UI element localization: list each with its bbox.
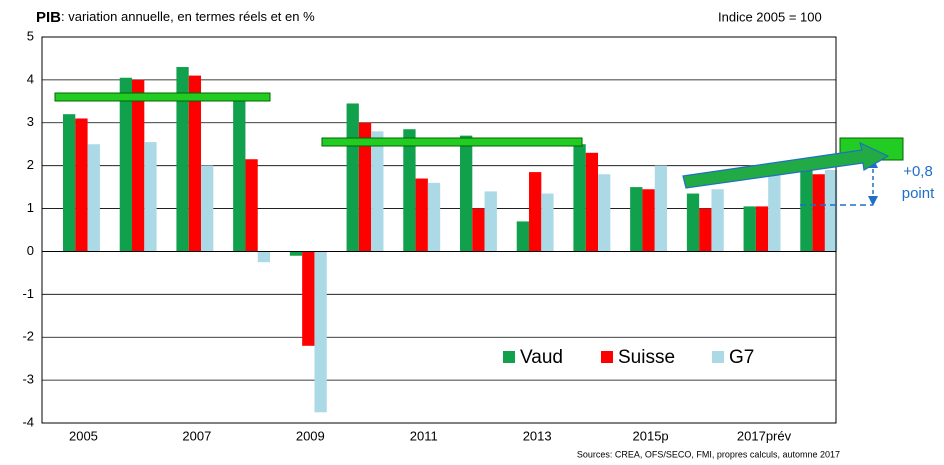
bar <box>176 67 189 252</box>
bar <box>812 174 825 252</box>
bar <box>484 191 497 252</box>
bar <box>257 251 271 263</box>
x-tick-label: 2007 <box>182 428 211 443</box>
legend-label: G7 <box>729 347 754 368</box>
bar <box>711 189 724 252</box>
legend-label: Suisse <box>618 347 675 368</box>
bar <box>529 172 542 252</box>
chart-title: PIB: variation annuelle, en termes réels… <box>36 9 315 26</box>
bar <box>686 193 700 252</box>
bar <box>427 182 441 252</box>
annotation: point <box>902 185 935 202</box>
bar <box>472 208 485 252</box>
bar <box>245 159 258 252</box>
source: Sources: CREA, OFS/SECO, FMI, propres ca… <box>577 449 840 459</box>
y-tick-label: -4 <box>22 414 34 429</box>
y-tick-label: 1 <box>27 200 34 215</box>
annotation: Indice 2005 = 100 <box>718 9 822 24</box>
average-bar <box>321 137 583 147</box>
subtitle: : variation annuelle, en termes réels et… <box>61 9 315 24</box>
bar <box>743 206 756 252</box>
bar <box>654 165 668 252</box>
title: PIB <box>36 9 61 26</box>
bar <box>415 178 428 252</box>
bar <box>642 189 655 252</box>
bar <box>371 131 384 252</box>
bar <box>516 221 530 252</box>
bar <box>768 169 781 252</box>
bar <box>800 169 813 252</box>
y-tick-label: -3 <box>22 372 34 387</box>
bar <box>346 103 359 252</box>
bar <box>87 144 100 252</box>
plot-area: -4 -3 -2 -1 0 1 2 3 4 5 2005 2007 2009 2011 2013 2015p 2… <box>22 28 838 443</box>
x-tick-label: 2011 <box>410 428 438 443</box>
y-tick-label: 3 <box>27 114 34 129</box>
bar <box>403 129 416 252</box>
bar <box>119 77 133 252</box>
x-tick-label: 2013 <box>523 428 552 443</box>
x-tick-label: 2005 <box>69 428 98 443</box>
bar <box>699 208 712 252</box>
arrow-head <box>868 196 878 206</box>
plot-frame <box>41 36 837 424</box>
x-tick-label: 2009 <box>296 428 325 443</box>
legend-swatch <box>712 351 724 363</box>
legend-label: Vaud <box>520 347 563 368</box>
bar <box>289 251 303 256</box>
bar <box>132 79 145 252</box>
bar <box>824 169 838 252</box>
y-tick-label: 5 <box>27 28 34 43</box>
bar <box>598 174 611 252</box>
bar <box>358 122 372 252</box>
bar <box>233 99 246 252</box>
bar <box>302 251 315 346</box>
bar <box>144 142 157 252</box>
bar <box>201 165 214 252</box>
bar <box>585 152 599 252</box>
overlay: +0,8 point <box>54 92 935 206</box>
bar <box>630 187 643 252</box>
bar <box>75 118 88 252</box>
bar <box>63 114 76 252</box>
y-tick-label: -2 <box>22 329 34 344</box>
y-tick-label: 0 <box>27 243 34 258</box>
y-tick-label: 2 <box>27 157 34 172</box>
legend-swatch <box>503 351 515 363</box>
annotation: +0,8 <box>903 163 933 180</box>
x-tick-label: 2015p <box>633 428 669 443</box>
y-tick-label: -1 <box>22 286 34 301</box>
average-bar <box>54 92 271 102</box>
bar <box>314 251 327 413</box>
y-tick-label: 4 <box>27 71 34 86</box>
bar <box>460 135 473 252</box>
legend-swatch <box>601 351 613 363</box>
bar <box>188 75 202 252</box>
bar <box>755 206 769 252</box>
bar <box>573 144 586 252</box>
bar <box>541 193 554 252</box>
x-tick-label: 2017prév <box>737 428 792 443</box>
trend-arrow <box>682 141 890 189</box>
